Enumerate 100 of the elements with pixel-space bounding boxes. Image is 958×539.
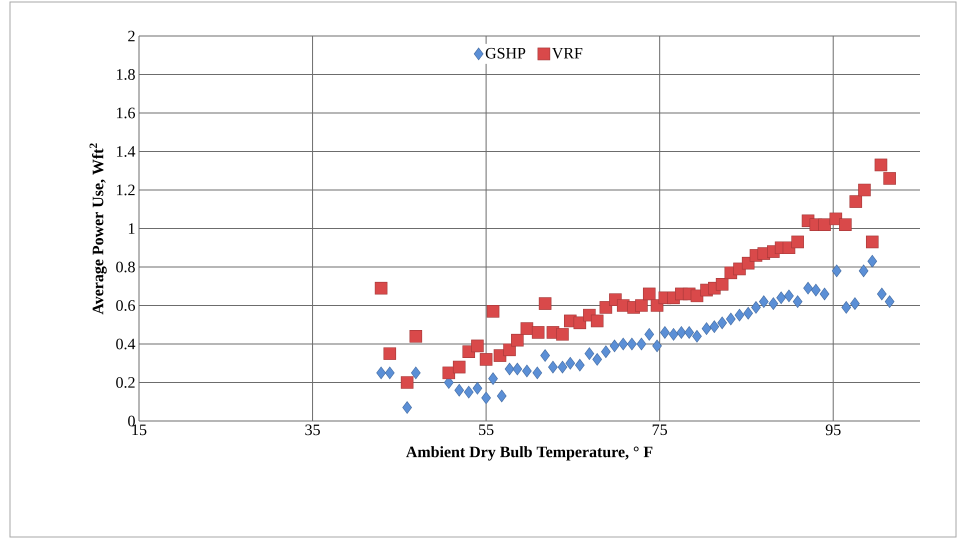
point: [716, 278, 728, 291]
point: [464, 386, 474, 398]
point: [751, 301, 761, 314]
point: [867, 254, 878, 268]
point: [702, 322, 712, 335]
point: [841, 301, 852, 314]
point: [618, 338, 628, 350]
point: [627, 338, 637, 350]
point: [504, 362, 514, 376]
point: [858, 184, 871, 196]
point: [376, 366, 386, 380]
point: [877, 288, 887, 300]
point: [635, 299, 648, 312]
point: [692, 330, 702, 343]
point: [884, 295, 894, 308]
point: [601, 345, 611, 358]
x-axis-title: Ambient Dry Bulb Temperature, ° F: [406, 446, 652, 461]
y-axis-title: Average Power Use, Wft$^{2}$: [90, 143, 107, 314]
point: [644, 328, 654, 341]
y-tick-label: 1.4: [116, 146, 136, 157]
point: [636, 338, 646, 350]
point: [481, 392, 491, 404]
point: [832, 264, 842, 278]
y-tick-label: 0: [128, 416, 135, 426]
point: [676, 326, 686, 339]
point: [758, 295, 769, 308]
point: [642, 288, 656, 300]
point: [538, 297, 552, 310]
y-tick-label: 0.2: [116, 377, 135, 388]
point: [590, 314, 604, 328]
point: [558, 360, 568, 374]
point: [660, 326, 670, 339]
point: [717, 316, 727, 330]
point: [811, 284, 821, 296]
y-tick-label: 1.2: [116, 184, 135, 196]
point: [726, 312, 736, 326]
point: [411, 366, 421, 380]
point: [734, 308, 744, 322]
y-tick-label: 1.8: [116, 69, 135, 80]
point: [410, 330, 422, 343]
point: [452, 360, 466, 374]
point: [384, 366, 395, 380]
x-tick-label: 75: [652, 424, 668, 436]
point: [488, 372, 498, 385]
point: [652, 340, 662, 352]
legend-label: GSHP: [486, 48, 526, 59]
point: [791, 236, 804, 248]
point: [374, 282, 388, 294]
point: [792, 295, 802, 308]
point: [818, 218, 831, 231]
point: [511, 334, 524, 346]
y-tick-label: 0.6: [116, 300, 136, 311]
point: [454, 384, 464, 396]
x-tick-label: 95: [826, 424, 841, 436]
point: [668, 328, 678, 341]
point: [520, 322, 534, 335]
point: [532, 366, 542, 380]
legend-label: VRF: [552, 48, 582, 59]
point: [820, 288, 830, 300]
point: [866, 236, 879, 248]
point: [486, 304, 500, 318]
point: [565, 356, 576, 370]
point: [548, 360, 558, 374]
point: [710, 320, 720, 333]
y-tick-label: 0.8: [116, 262, 135, 272]
point: [383, 347, 396, 360]
point: [402, 401, 412, 414]
point: [472, 382, 482, 395]
point: [684, 326, 694, 339]
x-tick-label: 55: [479, 424, 494, 436]
point: [471, 340, 484, 352]
point: [839, 218, 852, 231]
point: [556, 328, 569, 341]
point: [850, 297, 860, 310]
point: [480, 353, 492, 366]
point: [540, 349, 550, 362]
point: [784, 290, 794, 302]
y-tick-label: 2: [128, 30, 135, 42]
point: [849, 195, 862, 208]
point: [503, 343, 516, 356]
y-tick-label: 0.4: [116, 338, 136, 350]
y-tick-label: 1.6: [116, 108, 136, 118]
x-tick-label: 15: [132, 424, 146, 436]
point: [442, 366, 456, 380]
point: [610, 340, 620, 352]
point: [522, 364, 532, 378]
point: [874, 158, 888, 172]
point: [496, 390, 507, 402]
point: [584, 347, 594, 360]
point: [776, 291, 786, 304]
point: [512, 362, 522, 376]
x-tick-label: 35: [305, 424, 320, 436]
point: [575, 358, 585, 372]
point: [532, 326, 544, 339]
point: [743, 306, 753, 320]
point: [768, 297, 778, 310]
point: [858, 264, 868, 278]
point: [883, 172, 896, 185]
y-tick-label: 1: [128, 223, 135, 234]
point: [803, 282, 813, 294]
